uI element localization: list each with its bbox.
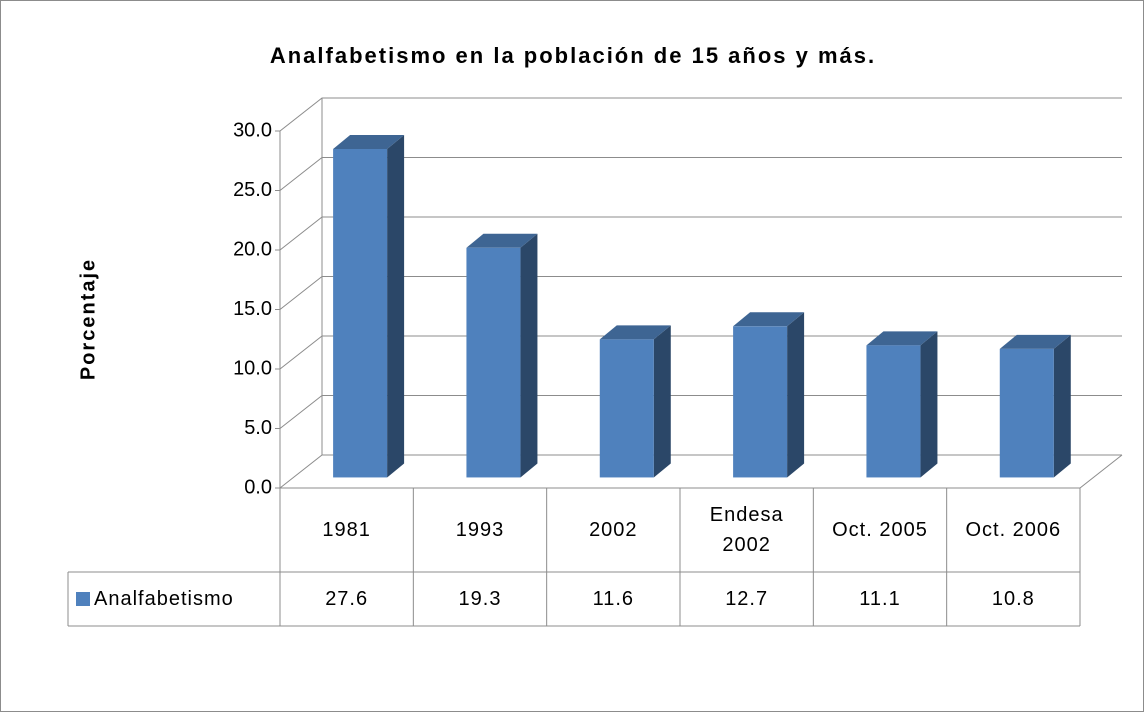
x-tick-label: 1981 <box>280 488 413 572</box>
grid-line <box>279 97 1122 132</box>
grid-line <box>279 276 1122 310</box>
bar-top <box>599 325 671 340</box>
bar-top <box>999 334 1071 349</box>
bar-side <box>920 331 938 478</box>
x-tick-label: 2002 <box>547 488 680 572</box>
bar-top <box>466 233 538 248</box>
bar <box>333 149 388 478</box>
grid-line <box>279 157 1122 191</box>
bar-side <box>653 325 671 478</box>
floor-edge <box>280 454 1123 489</box>
x-tick-label-text: Oct. 2006 <box>965 519 1062 541</box>
data-label-text: 12.7 <box>725 588 769 610</box>
legend-entry: Analfabetismo <box>94 572 280 626</box>
y-tick-label: 25.0 <box>233 179 272 201</box>
chart-title: Analfabetismo en la población de 15 años… <box>270 43 876 68</box>
bar-top <box>866 331 938 346</box>
data-label: 12.7 <box>680 572 813 626</box>
bar-side <box>787 312 805 478</box>
y-tick-label: 0.0 <box>244 476 272 498</box>
data-label-text: 11.6 <box>592 588 635 610</box>
x-tick-label-text: 1993 <box>455 519 505 541</box>
data-label-text: 11.1 <box>859 588 901 610</box>
x-tick-label-text: 2002 <box>589 519 638 541</box>
bar <box>999 348 1054 478</box>
x-tick-label-text: 1981 <box>322 519 371 541</box>
bar-side <box>1053 334 1071 478</box>
y-tick-label: 30.0 <box>233 119 272 141</box>
y-tick-label: 15.0 <box>233 298 272 320</box>
data-label: 11.1 <box>813 572 946 626</box>
data-label: 11.6 <box>547 572 680 626</box>
data-label: 19.3 <box>413 572 546 626</box>
y-tick-label: 10.0 <box>233 357 272 379</box>
y-axis-label: Porcentaje <box>77 258 99 380</box>
grid-line <box>279 335 1122 370</box>
y-tick-label: 5.0 <box>244 417 272 439</box>
bar <box>466 247 521 478</box>
bar <box>866 345 921 478</box>
legend-swatch <box>76 592 90 606</box>
grid-line <box>279 395 1122 429</box>
data-label-text: 27.6 <box>325 588 369 610</box>
y-tick-label: 20.0 <box>233 238 272 260</box>
grid-line <box>279 216 1122 251</box>
bar <box>733 326 788 478</box>
x-tick-label: Oct. 2005 <box>813 488 946 572</box>
data-label: 27.6 <box>280 572 413 626</box>
bar-top <box>333 135 405 149</box>
x-tick-label: 1993 <box>413 488 546 572</box>
grid-line <box>279 454 1122 489</box>
bar-side <box>387 135 405 478</box>
bar <box>599 339 654 478</box>
x-tick-label-text: Oct. 2005 <box>832 519 928 541</box>
data-label-text: 10.8 <box>991 588 1035 610</box>
x-tick-label-text: Endesa 2002 <box>709 504 784 556</box>
data-label: 10.8 <box>947 572 1080 626</box>
legend-entry-text: Analfabetismo <box>94 588 234 610</box>
x-tick-label: Oct. 2006 <box>947 488 1080 572</box>
bar-side <box>520 233 538 478</box>
data-label-text: 19.3 <box>458 588 502 610</box>
x-tick-label: Endesa 2002 <box>680 488 813 572</box>
bar-top <box>733 312 805 327</box>
